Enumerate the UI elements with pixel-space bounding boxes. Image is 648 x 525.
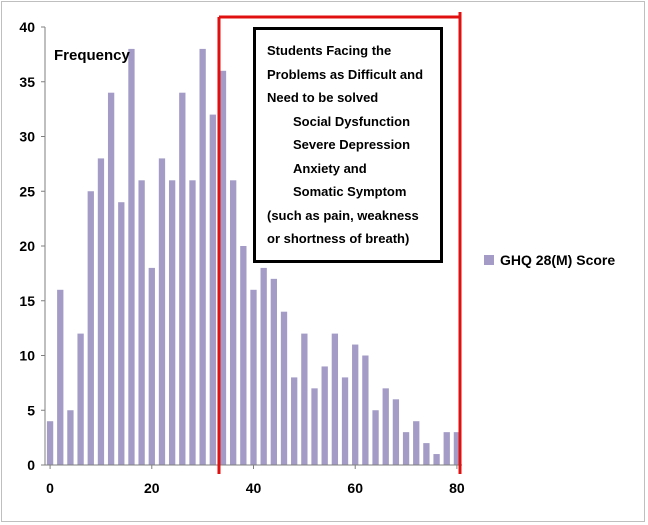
bar xyxy=(280,311,288,465)
bar xyxy=(341,377,349,465)
x-tick-label: 20 xyxy=(144,480,160,496)
bar xyxy=(260,267,267,465)
bar xyxy=(209,114,216,465)
bar xyxy=(402,432,410,465)
y-axis-label: Frequency xyxy=(54,47,131,64)
bar xyxy=(433,454,440,465)
y-tick-label: 35 xyxy=(19,74,35,90)
bar xyxy=(189,180,196,466)
x-tick-label: 40 xyxy=(246,480,262,496)
bar xyxy=(311,388,318,465)
annotation-line: Social Dysfunction xyxy=(293,113,411,129)
bar xyxy=(413,421,420,465)
bar xyxy=(168,180,176,466)
bar xyxy=(362,355,369,465)
bar xyxy=(382,388,389,465)
bar xyxy=(46,421,54,465)
annotation-line: (such as pain, weakness xyxy=(267,207,419,223)
y-tick-label: 10 xyxy=(19,348,35,364)
bar xyxy=(321,366,328,465)
bars-group xyxy=(46,48,461,466)
highlight-region xyxy=(217,12,462,474)
legend-label: GHQ 28(M) Score xyxy=(500,252,616,268)
legend: GHQ 28(M) Score xyxy=(484,252,615,268)
bar xyxy=(372,410,379,465)
bar xyxy=(250,289,257,465)
bar xyxy=(67,410,74,465)
annotation-box: Students Facing the Problems as Difficul… xyxy=(253,27,443,263)
bar xyxy=(301,333,308,465)
bar xyxy=(453,432,461,465)
annotation-line: Students Facing the xyxy=(267,43,392,58)
y-tick-label: 40 xyxy=(19,19,35,35)
x-tick-label: 0 xyxy=(46,480,54,496)
bar xyxy=(199,48,206,466)
ticks-group: 0 5 10 15 20 25 30 35 40 0 20 40 60 80 xyxy=(19,19,464,496)
bar xyxy=(118,202,125,465)
bar xyxy=(423,443,430,465)
annotation-line: Problems as Difficult and xyxy=(267,66,424,82)
x-tick-label: 80 xyxy=(449,480,465,496)
y-tick-label: 5 xyxy=(27,402,35,418)
bar xyxy=(331,333,339,465)
bar xyxy=(291,377,298,465)
bar xyxy=(240,246,247,465)
bar xyxy=(138,180,145,466)
bar xyxy=(57,289,64,465)
bar xyxy=(270,278,277,465)
bar xyxy=(148,267,155,465)
bar xyxy=(392,399,400,465)
bar xyxy=(219,70,227,466)
annotation-line: Somatic Symptom xyxy=(293,184,407,199)
bar xyxy=(77,333,84,465)
y-tick-label: 20 xyxy=(19,238,35,254)
bar xyxy=(158,158,166,465)
annotation-line: Severe Depression xyxy=(293,137,411,152)
annotation-line: Need to be solved xyxy=(267,90,379,105)
bar xyxy=(230,180,237,466)
legend-swatch xyxy=(484,255,494,265)
bar xyxy=(179,92,186,465)
annotation-line: Anxiety and xyxy=(293,160,367,176)
y-tick-label: 15 xyxy=(19,293,35,309)
y-tick-label: 25 xyxy=(19,183,35,199)
y-tick-label: 30 xyxy=(19,129,35,145)
annotation-line: or shortness of breath) xyxy=(267,231,410,246)
bar xyxy=(87,191,94,465)
bar xyxy=(107,92,115,465)
bar xyxy=(97,158,105,465)
bar xyxy=(443,432,450,465)
x-tick-label: 60 xyxy=(347,480,363,496)
bar xyxy=(128,48,135,466)
bar xyxy=(352,344,359,465)
y-tick-label: 0 xyxy=(27,457,35,473)
